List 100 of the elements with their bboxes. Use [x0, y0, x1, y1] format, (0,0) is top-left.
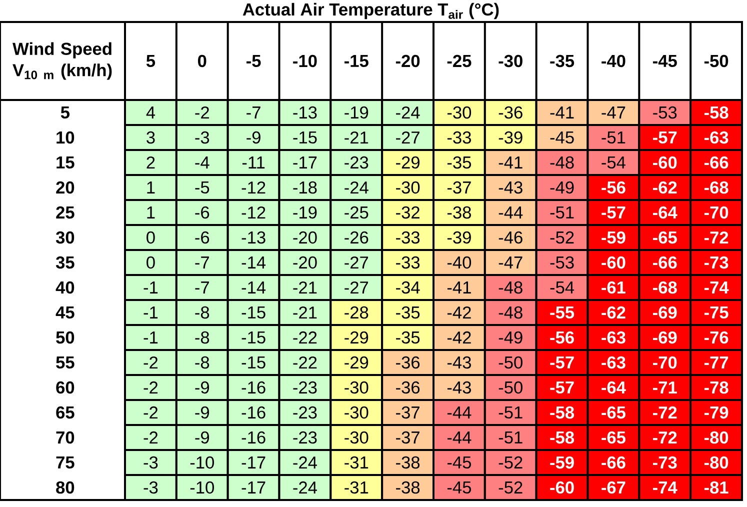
- data-label: -32: [396, 206, 420, 219]
- data-label: -16: [242, 431, 266, 444]
- data-label: -37: [396, 406, 420, 419]
- data-label: -3: [195, 131, 210, 144]
- data-label: -73: [704, 256, 728, 269]
- data-label: -41: [447, 282, 471, 294]
- data-label: -10: [190, 456, 214, 469]
- data-label: -57: [550, 356, 574, 369]
- data-label: -45: [447, 456, 471, 469]
- data-label: -50: [498, 356, 522, 369]
- data-label: -9: [195, 381, 210, 394]
- y-tick-label: 20: [56, 181, 74, 194]
- data-label: -24: [293, 456, 317, 469]
- data-label: -34: [396, 281, 420, 294]
- data-label: -16: [242, 406, 266, 419]
- data-label: -6: [195, 206, 210, 219]
- data-label: -58: [704, 106, 728, 119]
- x-axis-title: Actual Air Temperature T$_{air}$ (°C): [242, 2, 499, 20]
- y-tick-label: 25: [56, 206, 74, 219]
- data-label: -45: [550, 131, 574, 144]
- x-tick-label: 0: [198, 54, 206, 68]
- data-label: -18: [293, 181, 317, 194]
- data-label: -51: [602, 131, 626, 144]
- data-label: 2: [146, 156, 155, 169]
- data-label: -56: [550, 331, 574, 344]
- data-label: -36: [498, 106, 522, 119]
- y-tick-label: 5: [60, 106, 70, 119]
- data-label: 1: [147, 206, 155, 218]
- data-label: -51: [498, 406, 522, 419]
- data-label: -28: [344, 306, 368, 319]
- data-label: -80: [704, 431, 728, 444]
- data-label: -14: [242, 282, 266, 294]
- data-label: -27: [344, 281, 368, 294]
- data-label: -38: [396, 481, 420, 494]
- data-label: -69: [653, 306, 677, 319]
- data-label: -2: [144, 406, 158, 419]
- data-label: -17: [242, 456, 266, 468]
- data-label: -57: [653, 131, 677, 144]
- data-label: -1: [144, 282, 158, 294]
- x-tick-label: -5: [246, 54, 261, 68]
- data-label: -63: [602, 356, 626, 369]
- data-label: -15: [242, 356, 266, 369]
- data-label: -64: [653, 206, 678, 219]
- x-tick-label: -35: [550, 54, 574, 68]
- data-label: -67: [602, 481, 626, 494]
- y-tick-label: 10: [56, 131, 74, 144]
- data-label: -74: [653, 482, 678, 494]
- y-tick-label: 70: [56, 431, 74, 444]
- data-label: -48: [498, 281, 522, 294]
- data-label: -76: [704, 331, 728, 344]
- data-label: -19: [293, 206, 317, 219]
- data-label: -8: [195, 331, 210, 344]
- data-label: -72: [704, 231, 728, 244]
- data-label: -66: [653, 256, 677, 269]
- data-label: -21: [293, 306, 317, 319]
- data-label: -2: [144, 431, 158, 444]
- data-label: -58: [550, 431, 574, 444]
- data-label: 0: [146, 256, 155, 269]
- data-label: -17: [242, 482, 266, 494]
- data-label: -42: [447, 306, 471, 319]
- data-label: -57: [602, 206, 626, 219]
- data-label: -8: [195, 356, 210, 369]
- data-label: -70: [653, 356, 677, 369]
- data-label: -59: [550, 456, 574, 469]
- data-label: -7: [195, 282, 209, 294]
- data-label: -36: [396, 381, 420, 394]
- data-label: -4: [195, 156, 210, 168]
- data-label: -80: [704, 456, 728, 469]
- data-label: -39: [498, 131, 522, 144]
- data-label: -22: [293, 331, 317, 344]
- data-label: -38: [396, 456, 420, 469]
- data-label: -36: [396, 356, 420, 369]
- data-label: -29: [344, 356, 368, 369]
- x-tick-label: 5: [146, 54, 156, 68]
- data-label: -23: [344, 156, 368, 169]
- data-label: -60: [550, 481, 574, 494]
- y-tick-label: 60: [56, 381, 74, 394]
- data-label: -24: [293, 481, 317, 494]
- data-label: -41: [498, 156, 522, 168]
- data-label: -17: [293, 156, 317, 168]
- data-label: -58: [550, 406, 574, 419]
- data-label: -50: [498, 381, 522, 394]
- data-label: -65: [602, 431, 626, 444]
- data-label: -9: [195, 406, 210, 419]
- data-label: -66: [704, 156, 728, 169]
- data-label: -51: [550, 206, 574, 219]
- data-label: -37: [396, 431, 420, 444]
- data-label: -2: [144, 356, 158, 369]
- data-label: -81: [704, 481, 728, 494]
- data-label: -11: [242, 156, 265, 168]
- y-tick-label: 45: [56, 306, 74, 319]
- data-label: -3: [144, 456, 158, 469]
- data-label: -43: [498, 181, 522, 194]
- data-label: -63: [602, 331, 626, 344]
- data-label: -27: [344, 256, 368, 269]
- data-label: -30: [396, 181, 420, 194]
- data-label: 4: [146, 106, 156, 118]
- data-label: -52: [550, 231, 574, 244]
- data-label: -15: [293, 131, 317, 144]
- y-tick-label: 35: [56, 256, 74, 269]
